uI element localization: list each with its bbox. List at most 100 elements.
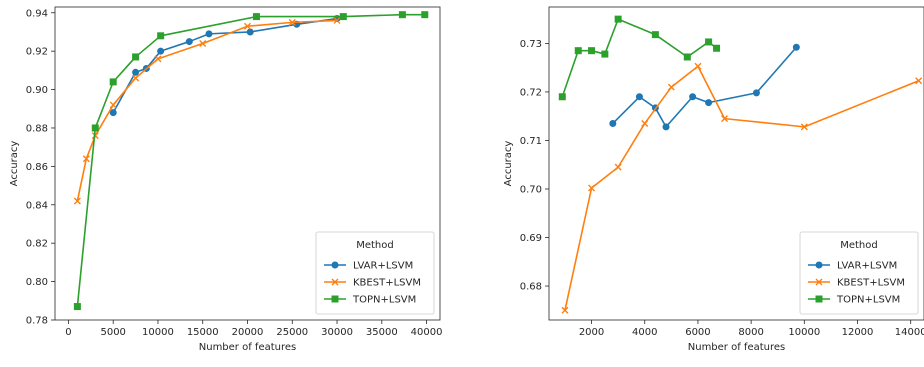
data-point bbox=[614, 163, 622, 171]
x-tick-label: 12000 bbox=[842, 327, 874, 338]
legend-box bbox=[315, 231, 435, 315]
plot-frame bbox=[548, 6, 924, 321]
data-point bbox=[91, 124, 99, 132]
data-point bbox=[752, 89, 760, 97]
data-point bbox=[705, 99, 713, 107]
data-point bbox=[705, 38, 713, 46]
y-tick-label: 0.82 bbox=[26, 239, 48, 250]
data-point bbox=[574, 47, 582, 55]
data-point bbox=[73, 197, 81, 205]
legend-title: Method bbox=[356, 240, 394, 251]
data-point bbox=[132, 68, 140, 76]
series-topn-lsvm bbox=[73, 11, 429, 311]
y-tick-label: 0.68 bbox=[520, 282, 542, 293]
series-line bbox=[612, 46, 797, 128]
series-lvar-lsvm bbox=[609, 43, 800, 131]
data-point bbox=[82, 155, 90, 163]
legend-title: Method bbox=[840, 240, 878, 251]
legend-entry: LVAR+LSVM bbox=[353, 261, 413, 272]
x-tick-label: 8000 bbox=[738, 327, 763, 338]
x-tick-label: 10000 bbox=[788, 327, 820, 338]
series-kbest-lsvm bbox=[73, 16, 341, 205]
x-axis-label: Number of features bbox=[688, 342, 785, 353]
series-line bbox=[561, 18, 718, 98]
x-tick-label: 10000 bbox=[142, 327, 174, 338]
data-point bbox=[683, 53, 691, 61]
data-point bbox=[421, 11, 429, 19]
series-topn-lsvm bbox=[558, 15, 721, 101]
data-point bbox=[252, 13, 260, 21]
data-point bbox=[109, 109, 117, 117]
data-point bbox=[561, 306, 569, 314]
y-tick-label: 0.90 bbox=[26, 85, 48, 96]
data-point bbox=[667, 83, 675, 91]
y-tick-label: 0.73 bbox=[520, 39, 542, 50]
data-point bbox=[205, 30, 213, 38]
y-tick-label: 0.88 bbox=[26, 123, 48, 134]
x-axis-label: Number of features bbox=[199, 342, 296, 353]
y-tick-label: 0.69 bbox=[520, 233, 542, 244]
plot-area bbox=[558, 15, 923, 314]
chart-right: 2000 4000 6000 8000 10000 12000 14000 0.68 0.69 0… bbox=[503, 6, 924, 353]
x-tick-label: 4000 bbox=[632, 327, 657, 338]
x-tick-label: 6000 bbox=[685, 327, 710, 338]
data-point bbox=[288, 18, 296, 26]
y-tick-label: 0.70 bbox=[520, 184, 542, 195]
x-tick-label: 2000 bbox=[579, 327, 604, 338]
legend-entry: TOPN+LSVM bbox=[352, 295, 416, 306]
data-point bbox=[157, 32, 165, 40]
data-point bbox=[109, 101, 117, 109]
y-tick-label: 0.72 bbox=[520, 87, 542, 98]
x-tick-label: 35000 bbox=[366, 327, 398, 338]
legend-entry: KBEST+LSVM bbox=[837, 278, 905, 289]
data-point bbox=[398, 11, 406, 19]
y-tick-label: 0.80 bbox=[26, 277, 48, 288]
legend-entry: LVAR+LSVM bbox=[837, 261, 897, 272]
x-tick-label: 30000 bbox=[321, 327, 353, 338]
x-tick-label: 14000 bbox=[895, 327, 924, 338]
data-point bbox=[244, 22, 251, 30]
data-point bbox=[132, 74, 140, 82]
x-tick-label: 5000 bbox=[100, 327, 125, 338]
data-point bbox=[154, 55, 162, 63]
x-tick-label: 20000 bbox=[232, 327, 264, 338]
data-point bbox=[915, 77, 923, 85]
chart-left: 0 5000 10000 15000 20000 25000 30000 35000 40000… bbox=[9, 6, 443, 353]
data-point bbox=[199, 39, 207, 47]
x-tick-label: 0 bbox=[65, 327, 71, 338]
legend-entry: KBEST+LSVM bbox=[353, 278, 421, 289]
legend-swatch-marker bbox=[815, 295, 823, 303]
data-point bbox=[721, 115, 729, 123]
y-tick-label: 0.86 bbox=[26, 162, 48, 173]
data-point bbox=[157, 47, 165, 55]
data-point bbox=[339, 13, 347, 21]
data-point bbox=[792, 43, 800, 51]
data-point bbox=[800, 123, 808, 131]
plot-area bbox=[73, 11, 429, 311]
y-axis-label: Accuracy bbox=[9, 141, 20, 187]
legend-swatch-marker bbox=[331, 278, 339, 286]
data-point bbox=[694, 62, 702, 70]
data-point bbox=[713, 44, 721, 52]
y-tick-label: 0.71 bbox=[520, 136, 542, 147]
data-point bbox=[635, 93, 643, 101]
legend: Method LVAR+LSVM KBEST+LSVM TOPN+LSVM bbox=[799, 231, 919, 315]
legend-swatch-marker bbox=[815, 261, 823, 269]
series-kbest-lsvm bbox=[561, 62, 923, 314]
y-tick-label: 0.84 bbox=[26, 200, 48, 211]
x-tick-label: 40000 bbox=[411, 327, 443, 338]
data-point bbox=[132, 53, 140, 61]
legend-swatch-marker bbox=[331, 261, 339, 269]
data-point bbox=[614, 15, 622, 23]
data-point bbox=[651, 31, 659, 39]
y-tick-label: 0.92 bbox=[26, 47, 48, 58]
data-point bbox=[588, 47, 596, 55]
legend-entry: TOPN+LSVM bbox=[836, 295, 900, 306]
y-tick-label: 0.78 bbox=[26, 316, 48, 327]
legend-swatch-marker bbox=[815, 278, 823, 286]
series-lvar-lsvm bbox=[109, 15, 341, 117]
data-point bbox=[73, 303, 81, 311]
data-point bbox=[185, 38, 193, 46]
data-point bbox=[601, 50, 609, 58]
